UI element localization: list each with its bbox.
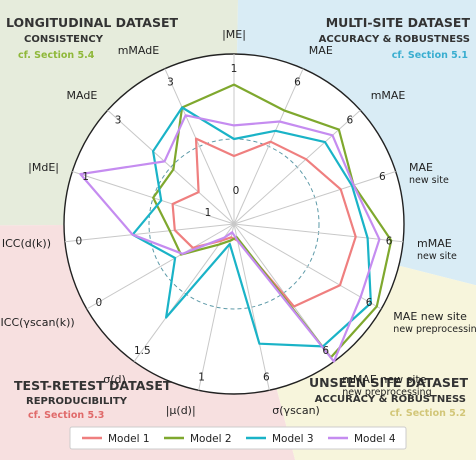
axis-label-3: MAE [409, 161, 433, 174]
longitudinal-subtitle: CONSISTENCY [24, 34, 104, 45]
axis-label-2: mMAE [371, 89, 406, 102]
legend-label-1: Model 1 [108, 433, 150, 445]
unseen-title: UNSEEN SITE DATASET [309, 375, 468, 390]
series-2-line [152, 83, 393, 359]
axis-label-0: |ME| [222, 28, 246, 41]
tick-outer-14: 3 [167, 77, 174, 89]
tick-outer-9: 1.5 [134, 345, 151, 357]
radar-series [79, 83, 393, 363]
legend-box [69, 426, 407, 450]
spoke-11 [64, 223, 235, 243]
unseen-subtitle: ACCURACY & ROBUSTNESS [315, 394, 466, 405]
tick-outer-6: 6 [322, 345, 329, 357]
axis-sublabel-6: new preprocessing [342, 387, 431, 398]
spoke-5 [233, 223, 382, 310]
tick-outer-0: 1 [231, 63, 238, 75]
axis-label-7: σ(γscan) [272, 404, 320, 417]
tick-outer-12: 1 [82, 171, 89, 183]
tick-outer-5: 6 [366, 297, 373, 309]
axis-label-10: ICC(γscan(k)) [1, 316, 75, 329]
spoke-10 [86, 223, 235, 310]
axis-sublabel-3: new site [409, 175, 449, 186]
longitudinal-ref: cf. Section 5.4 [18, 50, 95, 61]
tick-outer-10: 0 [96, 297, 103, 309]
tick-outer-13: 3 [115, 115, 122, 127]
tick-outer-8: 1 [198, 372, 205, 384]
legend-label-3: Model 3 [272, 433, 314, 445]
tick-outer-4: 6 [386, 235, 393, 247]
axis-label-11: ICC(d(k)) [2, 237, 51, 250]
legend-label-4: Model 4 [354, 433, 396, 445]
spoke-4 [233, 223, 404, 243]
center-label-1: 1 [205, 207, 212, 219]
spoke-13 [107, 109, 235, 225]
legend-label-2: Model 2 [190, 433, 232, 445]
spoke-14 [164, 68, 235, 225]
axis-label-12: |MdE| [28, 161, 59, 174]
testretest-title: TEST-RETEST DATASET [14, 378, 172, 393]
axis-label-5: MAE new site [393, 310, 467, 323]
tick-outer-11: 0 [76, 235, 83, 247]
axis-label-9: σ(d) [103, 373, 126, 386]
tick-outer-7: 6 [263, 372, 270, 384]
tick-outer-2: 6 [347, 115, 354, 127]
axis-sublabel-5: new preprocessing [393, 324, 476, 335]
longitudinal-title: LONGITUDINAL DATASET [6, 15, 179, 30]
axis-label-1: MAE [309, 44, 333, 57]
axis-label-13: MAdE [67, 89, 98, 102]
multisite-ref: cf. Section 5.1 [392, 50, 468, 61]
series-4-line [79, 114, 381, 363]
spoke-1 [233, 68, 304, 225]
tick-outer-1: 6 [294, 77, 301, 89]
multisite-subtitle: ACCURACY & ROBUSTNESS [319, 34, 470, 45]
spoke-3 [233, 170, 396, 225]
axis-label-8: |μ(d)| [166, 404, 196, 417]
axis-sublabel-4: new site [417, 251, 457, 262]
axis-label-4: mMAE [417, 237, 452, 250]
spoke-8 [198, 223, 235, 391]
legend: Model 1 Model 2 Model 3 Model 4 [82, 433, 396, 445]
unseen-ref: cf. Section 5.2 [390, 408, 466, 419]
spoke-9 [133, 223, 235, 362]
axis-label-14: mMAdE [118, 44, 160, 57]
center-label-0: 0 [233, 185, 240, 197]
spoke-7 [233, 223, 270, 391]
series-3-line [131, 106, 372, 348]
testretest-subtitle: REPRODUCIBILITY [26, 396, 128, 407]
testretest-ref: cf. Section 5.3 [28, 410, 104, 421]
tick-outer-3: 6 [379, 171, 386, 183]
multisite-title: MULTI-SITE DATASET [326, 15, 471, 30]
axis-label-6: mMAE new site [342, 373, 427, 386]
